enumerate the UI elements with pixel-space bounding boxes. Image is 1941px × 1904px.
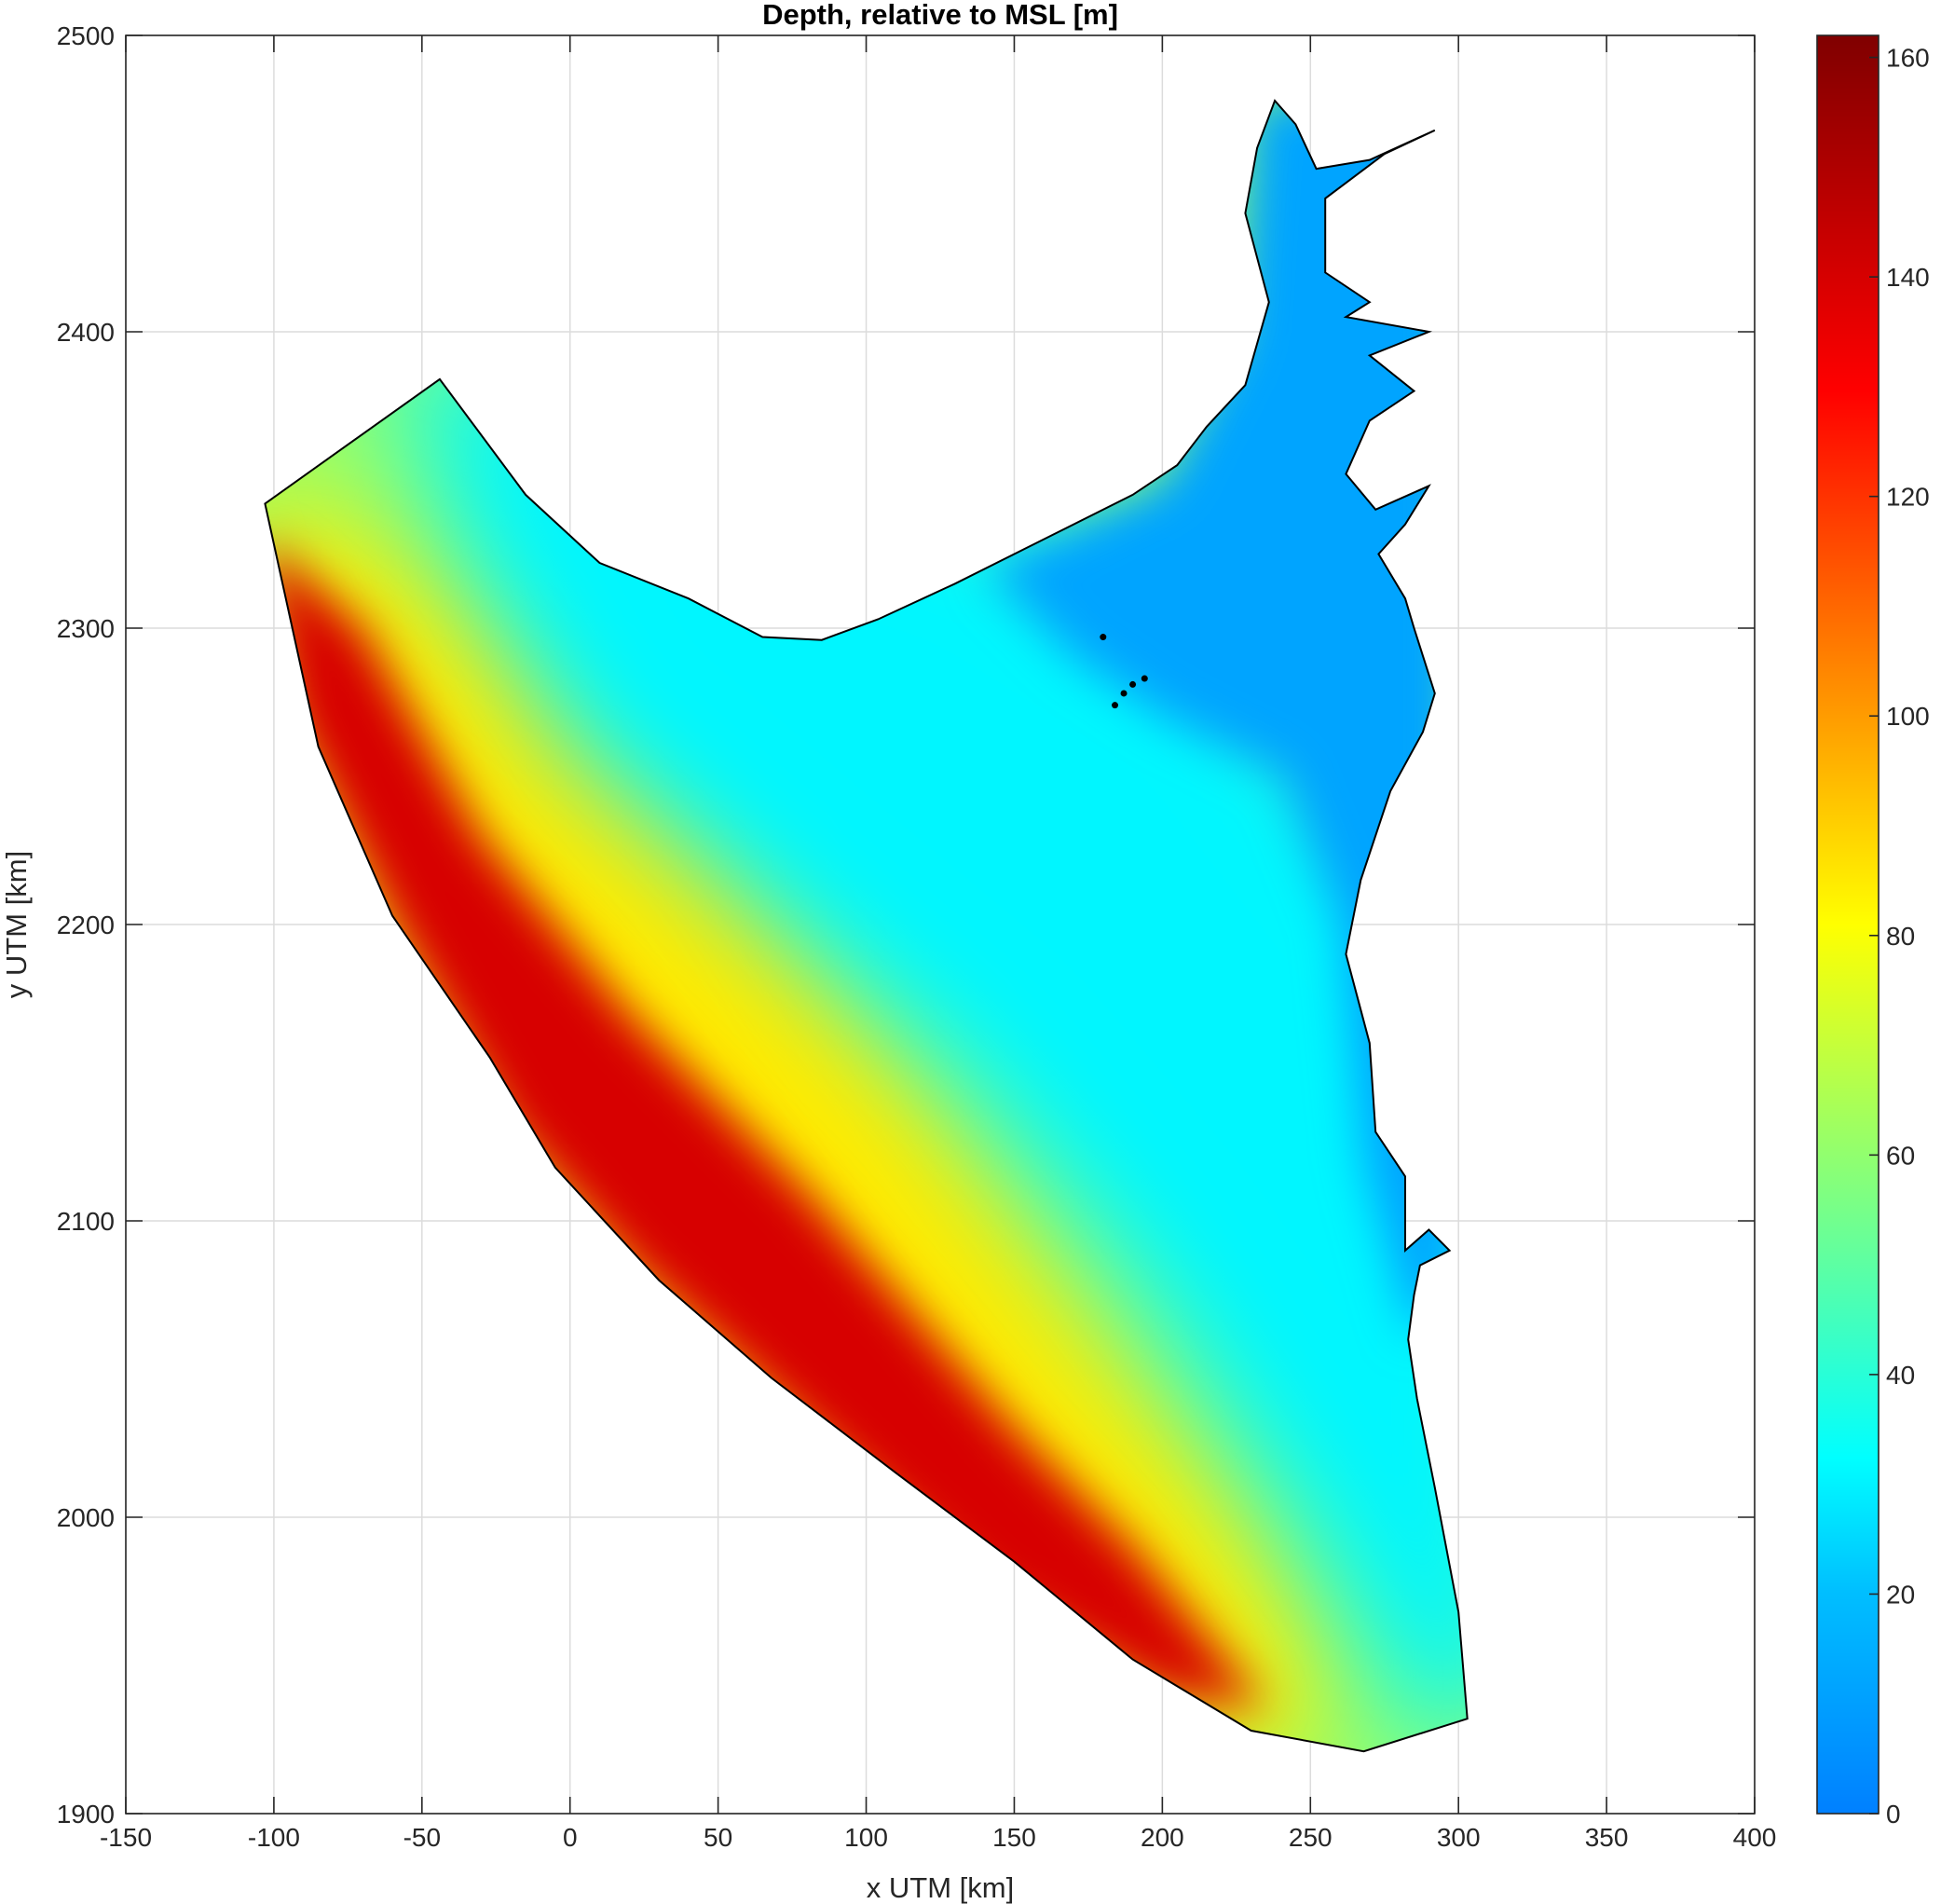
- x-tick-label: 200: [1141, 1823, 1184, 1852]
- x-axis: -150 -100 -50 0 50 100 150 200 250 300 350 400: [100, 35, 1776, 1852]
- x-tick-label: 50: [704, 1823, 732, 1852]
- colorbar-tick-label: 0: [1886, 1800, 1901, 1829]
- y-tick-label: 2500: [57, 21, 115, 50]
- x-tick-label: 350: [1585, 1823, 1629, 1852]
- plot-title: Depth, relative to MSL [m]: [762, 0, 1118, 31]
- colorbar-ticks: 0 20 40 60 80 100 120 140 160: [1869, 44, 1930, 1829]
- colorbar-tick-label: 100: [1886, 702, 1930, 731]
- x-tick-label: 150: [992, 1823, 1036, 1852]
- station-point: [1100, 634, 1107, 641]
- depth-region-deep-west-shelf-edge: [265, 539, 1266, 1710]
- y-tick-label: 2300: [57, 614, 115, 643]
- x-tick-label: -50: [403, 1823, 441, 1852]
- colorbar-tick-label: 40: [1886, 1361, 1915, 1390]
- station-point: [1141, 675, 1148, 682]
- x-tick-label: 300: [1437, 1823, 1481, 1852]
- station-markers: [1100, 634, 1148, 709]
- x-tick-label: 250: [1289, 1823, 1333, 1852]
- x-axis-label: x UTM [km]: [867, 1871, 1014, 1904]
- x-tick-label: 0: [563, 1823, 578, 1852]
- y-tick-label: 1900: [57, 1800, 115, 1829]
- colorbar-tick-label: 160: [1886, 44, 1930, 73]
- y-axis: 1900 2000 2100 2200 2300 2400 2500: [57, 21, 1755, 1829]
- x-tick-label: -100: [248, 1823, 300, 1852]
- y-tick-label: 2100: [57, 1207, 115, 1236]
- y-tick-label: 2400: [57, 318, 115, 347]
- x-tick-label: -150: [100, 1823, 152, 1852]
- y-tick-label: 2000: [57, 1503, 115, 1532]
- colorbar: 0 20 40 60 80 100 120 140 160: [1816, 34, 1930, 1829]
- colorbar-tick-label: 20: [1886, 1580, 1915, 1609]
- colorbar-tick-label: 120: [1886, 483, 1930, 512]
- station-point: [1129, 680, 1137, 688]
- depth-region-bay-and-estuary: [984, 101, 1459, 1340]
- colorbar-tick-label: 80: [1886, 922, 1915, 951]
- colorbar-gradient: [1816, 34, 1879, 1815]
- station-point: [1120, 690, 1128, 697]
- x-tick-label: 400: [1733, 1823, 1777, 1852]
- y-axis-label: y UTM [km]: [0, 851, 33, 998]
- colorbar-tick-label: 60: [1886, 1141, 1915, 1170]
- x-tick-label: 100: [844, 1823, 888, 1852]
- y-tick-label: 2200: [57, 911, 115, 939]
- model-domain-outline: [264, 99, 1469, 1753]
- station-point: [1112, 702, 1119, 709]
- colorbar-tick-label: 140: [1886, 263, 1930, 292]
- depth-region-outer-shelf: [265, 494, 1341, 1752]
